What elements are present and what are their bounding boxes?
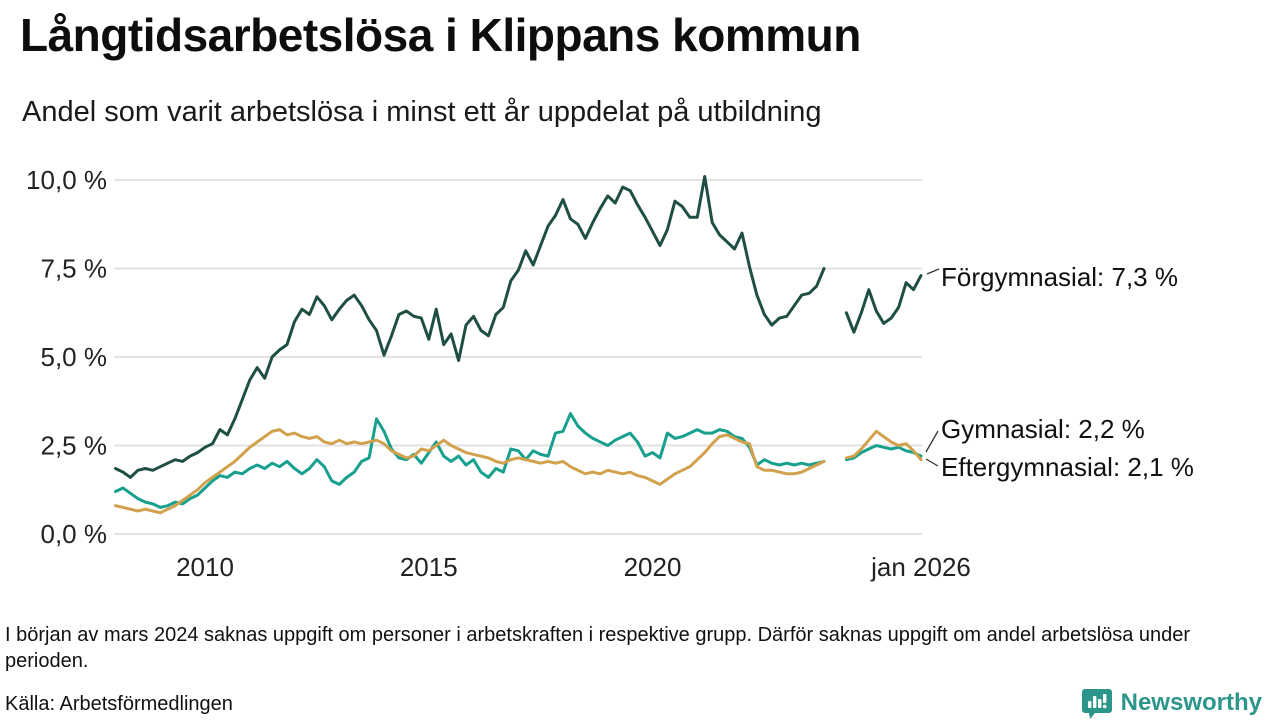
annotation-connector bbox=[926, 268, 940, 275]
annotation-connector bbox=[925, 430, 939, 453]
series-line-förgymnasial bbox=[114, 175, 923, 479]
x-axis-tick-label: 2015 bbox=[400, 552, 458, 582]
series-end-label-förgymnasial: Förgymnasial: 7,3 % bbox=[941, 262, 1178, 292]
annotation-connector bbox=[925, 458, 939, 467]
y-axis-tick-label: 2,5 % bbox=[41, 431, 108, 461]
source-label: Källa: Arbetsförmedlingen bbox=[5, 693, 233, 715]
newsworthy-logo-text: Newsworthy bbox=[1120, 689, 1262, 716]
series-line-gymnasial bbox=[114, 412, 923, 509]
series-end-label-eftergymnasial: Eftergymnasial: 2,1 % bbox=[941, 452, 1194, 482]
footnote: I början av mars 2024 saknas uppgift om … bbox=[5, 624, 1191, 672]
y-axis-tick-label: 0,0 % bbox=[41, 519, 108, 549]
x-axis-tick-label: jan 2026 bbox=[870, 552, 971, 582]
series-end-label-gymnasial: Gymnasial: 2,2 % bbox=[941, 414, 1145, 444]
x-axis-tick-label: 2020 bbox=[624, 552, 682, 582]
newsworthy-bar-chart-icon bbox=[1081, 689, 1112, 719]
y-axis-tick-label: 7,5 % bbox=[41, 254, 108, 284]
chart-subtitle: Andel som varit arbetslösa i minst ett å… bbox=[22, 96, 822, 128]
series-line-eftergymnasial bbox=[114, 428, 923, 515]
page-title: Långtidsarbetslösa i Klippans kommun bbox=[20, 9, 861, 61]
y-axis-tick-label: 5,0 % bbox=[41, 342, 108, 372]
x-axis-tick-label: 2010 bbox=[176, 552, 234, 582]
y-axis-tick-label: 10,0 % bbox=[26, 165, 107, 195]
newsworthy-logo: Newsworthy bbox=[1081, 687, 1262, 719]
